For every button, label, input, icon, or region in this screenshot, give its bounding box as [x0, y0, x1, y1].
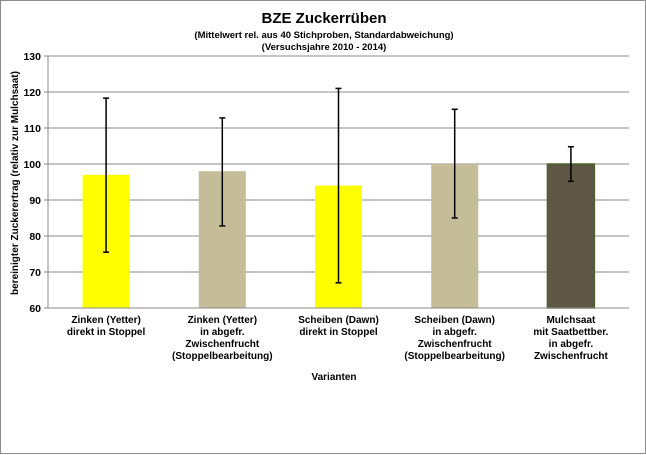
x-tick-label: in abgefr.: [432, 327, 477, 338]
y-tick-label: 70: [29, 267, 41, 279]
x-tick-label: mit Saatbettber.: [533, 327, 608, 338]
x-tick-label: in abgefr.: [200, 327, 245, 338]
x-tick-label: Zinken (Yetter): [188, 315, 257, 326]
x-tick-label: (Stoppelbearbeitung): [172, 351, 273, 362]
chart-title: BZE Zuckerrüben: [261, 10, 386, 27]
y-tick-label: 100: [23, 159, 41, 171]
y-tick-label: 90: [29, 195, 41, 207]
y-axis-ticks: 60 70 80 90 100 110 120 130: [23, 51, 48, 315]
x-tick-label: Zwischenfrucht: [534, 351, 609, 362]
error-bars: [103, 87, 574, 284]
x-tick-label: direkt in Stoppel: [299, 327, 378, 338]
x-tick-label: in abgefr.: [549, 339, 594, 350]
axes: [47, 56, 629, 309]
x-axis-label: Varianten: [311, 372, 356, 383]
x-tick-label: Scheiben (Dawn): [298, 315, 379, 326]
x-tick-label: Scheiben (Dawn): [414, 315, 495, 326]
x-tick-label: direkt in Stoppel: [67, 327, 146, 338]
y-tick-label: 80: [29, 231, 41, 243]
x-tick-label: Mulchsaat: [546, 315, 596, 326]
chart-subtitle-line-2: (Versuchsjahre 2010 - 2014): [262, 42, 387, 53]
y-tick-label: 60: [29, 303, 41, 315]
x-tick-label: (Stoppelbearbeitung): [404, 351, 505, 362]
bar: [546, 163, 596, 309]
chart-subtitle-line-1: (Mittelwert rel. aus 40 Stichproben, Sta…: [194, 30, 453, 41]
y-tick-label: 130: [23, 51, 41, 63]
x-tick-label: Zwischenfrucht: [185, 339, 260, 350]
y-tick-label: 110: [24, 123, 41, 135]
y-tick-label: 120: [23, 87, 41, 99]
x-tick-label: Zwischenfrucht: [418, 339, 493, 350]
x-tick-label: Zinken (Yetter): [71, 315, 140, 326]
y-axis-label: bereinigter Zuckerertrag (relativ zur Mu…: [10, 71, 21, 295]
